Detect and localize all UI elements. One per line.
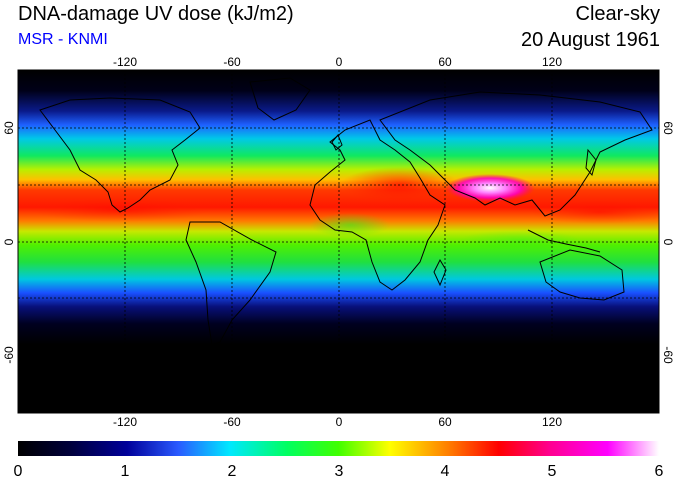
colorbar-label: 5 (548, 463, 557, 480)
antarctica-coast (18, 399, 659, 409)
lat-left-label: -60 (2, 346, 16, 364)
uv-field (18, 70, 659, 413)
colorbar-label: 3 (335, 463, 344, 480)
lon-bottom-label: -60 (223, 415, 241, 429)
lat-right-label: 60 (661, 121, 675, 135)
lon-bottom-label: 0 (336, 415, 343, 429)
lon-bottom-label: 120 (542, 415, 562, 429)
europe-africa-coast (309, 119, 446, 291)
asia-coast (379, 91, 653, 217)
sky-condition-label: Clear-sky (575, 3, 660, 25)
lon-top-label: -60 (223, 55, 241, 69)
greenland-coast (249, 77, 311, 121)
colorbar-label: 0 (14, 463, 23, 480)
madagascar-coast (433, 258, 447, 287)
north-america-coast (39, 97, 201, 213)
colorbar-label: 6 (655, 463, 664, 480)
chart-title: DNA-damage UV dose (kJ/m2) (18, 3, 294, 25)
japan-coast (585, 148, 597, 177)
gridlines (18, 70, 659, 413)
indonesia-coast (527, 229, 601, 253)
lon-top-label: 120 (542, 55, 562, 69)
lat-right-label: 0 (661, 239, 675, 246)
lon-top-label: 60 (438, 55, 452, 69)
colorbar-label: 2 (228, 463, 237, 480)
colorbar-label: 4 (441, 463, 450, 480)
source-label: MSR - KNMI (18, 31, 108, 48)
colorbar (18, 441, 659, 456)
date-label: 20 August 1961 (520, 29, 660, 51)
lat-left-label: 60 (2, 121, 16, 135)
colorbar-label: 1 (121, 463, 130, 480)
lat-right-label: -60 (661, 346, 675, 364)
map-frame (17, 69, 660, 414)
lon-bottom-label: 60 (438, 415, 452, 429)
lon-bottom-label: -120 (113, 415, 137, 429)
uk-coast (331, 134, 343, 151)
coastlines (18, 77, 659, 409)
lon-top-label: -120 (113, 55, 137, 69)
lat-left-label: 0 (2, 238, 16, 245)
lon-top-label: 0 (336, 55, 343, 69)
australia-coast (539, 249, 625, 301)
